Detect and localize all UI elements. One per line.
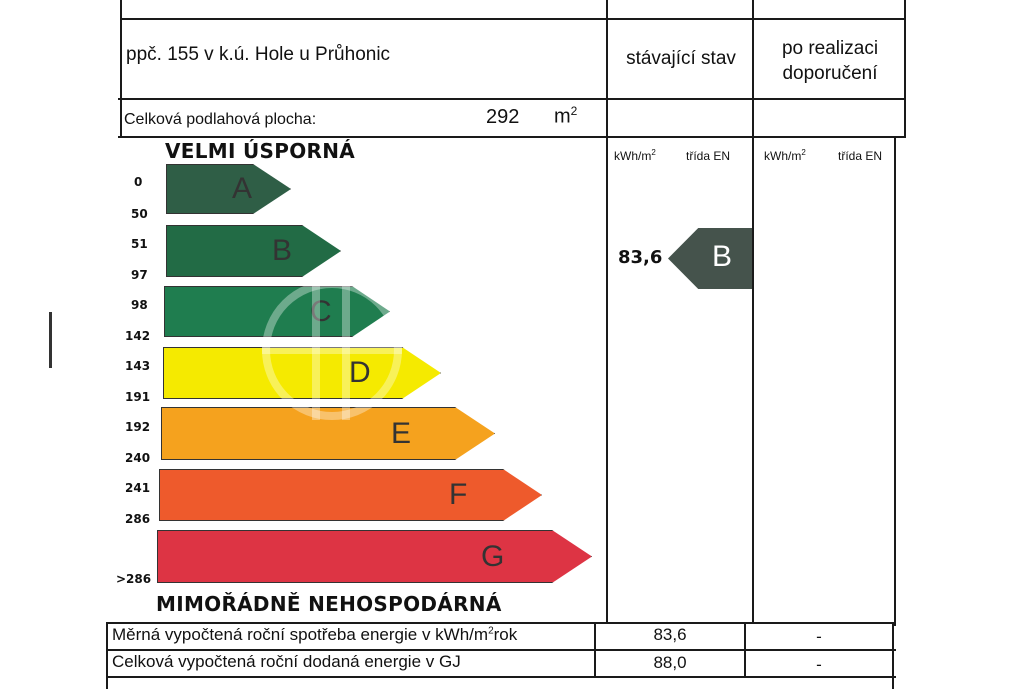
kwh-unit-current: kWh/m2	[614, 148, 656, 163]
footer-row2-current: 88,0	[653, 653, 687, 672]
col-after-line1: po realizaci	[781, 38, 879, 59]
area-label: Celková podlahová plocha:	[124, 111, 317, 128]
bar-letter: G	[481, 539, 505, 573]
col-after-header: po realizaci doporučení	[754, 36, 906, 86]
scale-label: 240	[125, 451, 151, 465]
energy-bar-f: F	[159, 469, 542, 521]
bar-shape	[166, 164, 291, 214]
scale-label: 241	[125, 481, 151, 495]
col-after-line2: doporučení	[782, 63, 878, 84]
right-border	[904, 0, 906, 138]
scale-label: 51	[131, 237, 148, 251]
left-border-footer	[106, 622, 108, 689]
watermark-seal-bar	[262, 346, 402, 354]
col-divider-1	[606, 0, 608, 622]
scale-label: 286	[125, 512, 151, 526]
footer-row1-label: Měrná vypočtená roční spotřeba energie v…	[112, 625, 518, 644]
footer-mid-border	[106, 649, 896, 651]
kwh-unit-after: kWh/m2	[764, 148, 806, 163]
footer-row2-after: -	[816, 655, 822, 674]
scale-label: 143	[125, 359, 151, 373]
bar-shape	[159, 469, 542, 521]
scale-label: 97	[131, 268, 148, 282]
watermark-seal	[262, 280, 402, 420]
marker-shape	[668, 228, 752, 289]
scale-label: 0	[134, 175, 143, 189]
footer-col-divider-1	[594, 622, 596, 678]
class-label-current: třída EN	[686, 149, 731, 163]
title-very-efficient: VELMI ÚSPORNÁ	[165, 139, 356, 163]
energy-bar-b: B	[166, 225, 341, 277]
marker-letter: B	[712, 240, 733, 273]
area-value: 292	[486, 106, 520, 128]
current-class-marker: B	[668, 228, 752, 289]
top-border	[120, 18, 906, 20]
bar-letter: B	[272, 234, 293, 267]
col-current-header: stávající stav	[626, 48, 736, 69]
footer-row1-current: 83,6	[653, 625, 687, 644]
right-border-lower	[894, 136, 896, 626]
scale-label: 191	[125, 390, 151, 404]
parcel-label: ppč. 155 v k.ú. Hole u Průhonic	[126, 44, 391, 65]
left-border-upper	[120, 0, 122, 138]
footer-col-divider-2	[744, 622, 746, 678]
watermark-seal-bar	[342, 280, 350, 420]
scale-label: 192	[125, 420, 151, 434]
energy-bar-g: G	[157, 530, 592, 583]
title-extremely-inefficient: MIMOŘÁDNĚ NEHOSPODÁRNÁ	[156, 592, 502, 616]
footer-bottom-border	[106, 676, 896, 678]
watermark-seal-bar	[312, 280, 320, 420]
footer-top-border	[106, 622, 896, 624]
area-bottom-border	[118, 136, 906, 138]
energy-bar-a: A	[166, 164, 291, 214]
current-value: 83,6	[618, 247, 663, 268]
bar-shape	[166, 225, 341, 277]
scale-label: 98	[131, 298, 148, 312]
footer-row2-label: Celková vypočtená roční dodaná energie v…	[112, 652, 461, 671]
footer-row1-after: -	[816, 627, 822, 646]
bar-letter: E	[391, 416, 412, 450]
scan-artifact-mark	[49, 312, 52, 368]
col-divider-2	[752, 0, 754, 622]
area-unit: m2	[554, 104, 578, 128]
class-label-after: třída EN	[838, 149, 883, 163]
scale-label: 142	[125, 329, 151, 343]
right-border-footer	[892, 622, 894, 689]
bar-letter: A	[232, 172, 253, 205]
bar-shape	[157, 530, 592, 583]
header-bottom-border	[118, 98, 906, 100]
scale-label: 50	[131, 207, 148, 221]
scale-label: >286	[116, 572, 152, 586]
bar-letter: F	[449, 478, 468, 511]
